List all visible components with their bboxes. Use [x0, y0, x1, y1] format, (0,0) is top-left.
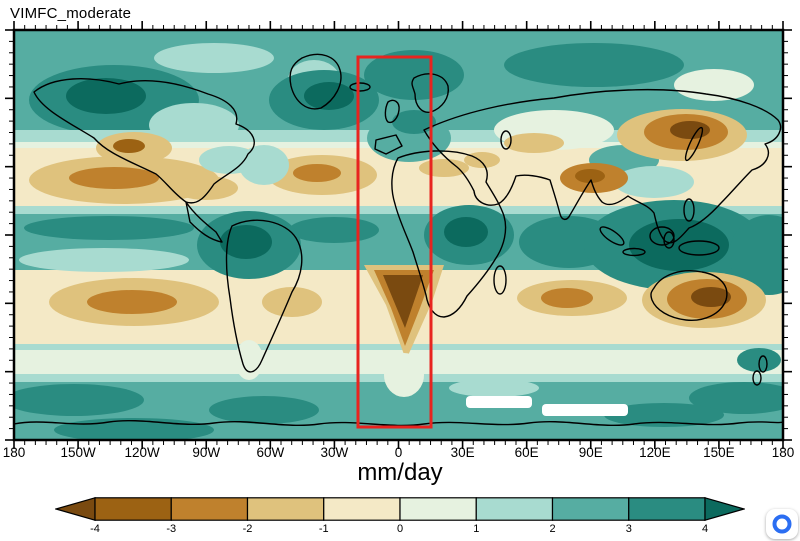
- north-america-outline: [33, 78, 255, 204]
- coastlines: [14, 53, 783, 427]
- sulawesi-outline: [663, 231, 675, 249]
- iberia-outline: [374, 134, 403, 155]
- colorbar-segment: [170, 497, 249, 521]
- south-america-outline: [225, 219, 303, 373]
- new-zealand-south-outline: [752, 370, 762, 386]
- philippines-outline: [683, 198, 695, 222]
- contour-field: [14, 30, 783, 440]
- colorbar-tick-label: 0: [396, 523, 404, 535]
- uk-outline: [384, 99, 400, 124]
- sumatra-outline: [599, 226, 625, 246]
- colorbar: [55, 497, 745, 521]
- page-title: VIMFC_moderate: [10, 5, 132, 22]
- colorbar-segment: [246, 497, 325, 521]
- axis-ticks: [5, 21, 792, 449]
- overlay-app-badge[interactable]: [766, 509, 798, 539]
- lon-tick-label: 90E: [578, 445, 603, 460]
- colorbar-segment: [551, 497, 630, 521]
- colorbar-tick-label: 4: [701, 523, 709, 535]
- java-outline: [622, 247, 646, 257]
- colorbar-tick-label: -1: [318, 523, 329, 535]
- iceland-outline: [349, 82, 371, 92]
- lon-tick-label: 30E: [450, 445, 475, 460]
- colorbar-segment: [628, 497, 706, 521]
- lon-tick-label: 120E: [639, 445, 671, 460]
- lon-tick-label: 30W: [320, 445, 349, 460]
- lon-tick-label: 60E: [514, 445, 539, 460]
- lon-tick-label: 90W: [192, 445, 221, 460]
- colorbar-tick-label: 1: [473, 523, 480, 535]
- colorbar-labels: -4 -3 -2 -1 0 1 2 3 4: [0, 523, 800, 537]
- colorbar-segment: [399, 497, 477, 521]
- central-america-outline: [185, 201, 223, 243]
- colorbar-segment: [55, 497, 96, 521]
- lon-tick-label: 180: [2, 445, 26, 460]
- lon-tick-label: 0: [394, 445, 403, 460]
- colorbar-segment: [475, 497, 554, 521]
- colorbar-segment: [323, 497, 401, 521]
- new-zealand-north-outline: [758, 355, 768, 373]
- antarctica-coastline: [14, 419, 783, 427]
- lon-tick-label: 60W: [256, 445, 285, 460]
- new-guinea-outline: [678, 240, 720, 256]
- australia-outline: [650, 270, 728, 321]
- lon-tick-label: 150E: [703, 445, 735, 460]
- colorbar-tick-label: 2: [549, 523, 556, 535]
- colorbar-segment: [704, 497, 745, 521]
- africa-outline: [391, 150, 507, 318]
- colorbar-tick-label: -4: [90, 523, 100, 535]
- blue-ring-icon: [772, 514, 792, 534]
- colorbar-tick-label: -2: [242, 523, 253, 535]
- caspian-outline: [500, 130, 512, 150]
- colorbar-tick-label: 3: [625, 523, 632, 535]
- lon-tick-label: 180: [771, 445, 795, 460]
- units-label: mm/day: [357, 459, 443, 486]
- highlight-region-box: [356, 55, 433, 429]
- japan-outline: [684, 126, 704, 162]
- lon-tick-label: 120W: [124, 445, 160, 460]
- greenland-outline: [289, 53, 342, 110]
- madagascar-outline: [493, 265, 507, 295]
- lon-tick-label: 150W: [60, 445, 96, 460]
- lon-axis-labels: 180 150W 120W 90W 60W 30W 0 30E 60E 90E 120E 150E 18…: [0, 445, 800, 463]
- colorbar-segment: [94, 497, 172, 521]
- colorbar-tick-label: -3: [166, 523, 177, 535]
- eurasia-outline: [423, 88, 782, 244]
